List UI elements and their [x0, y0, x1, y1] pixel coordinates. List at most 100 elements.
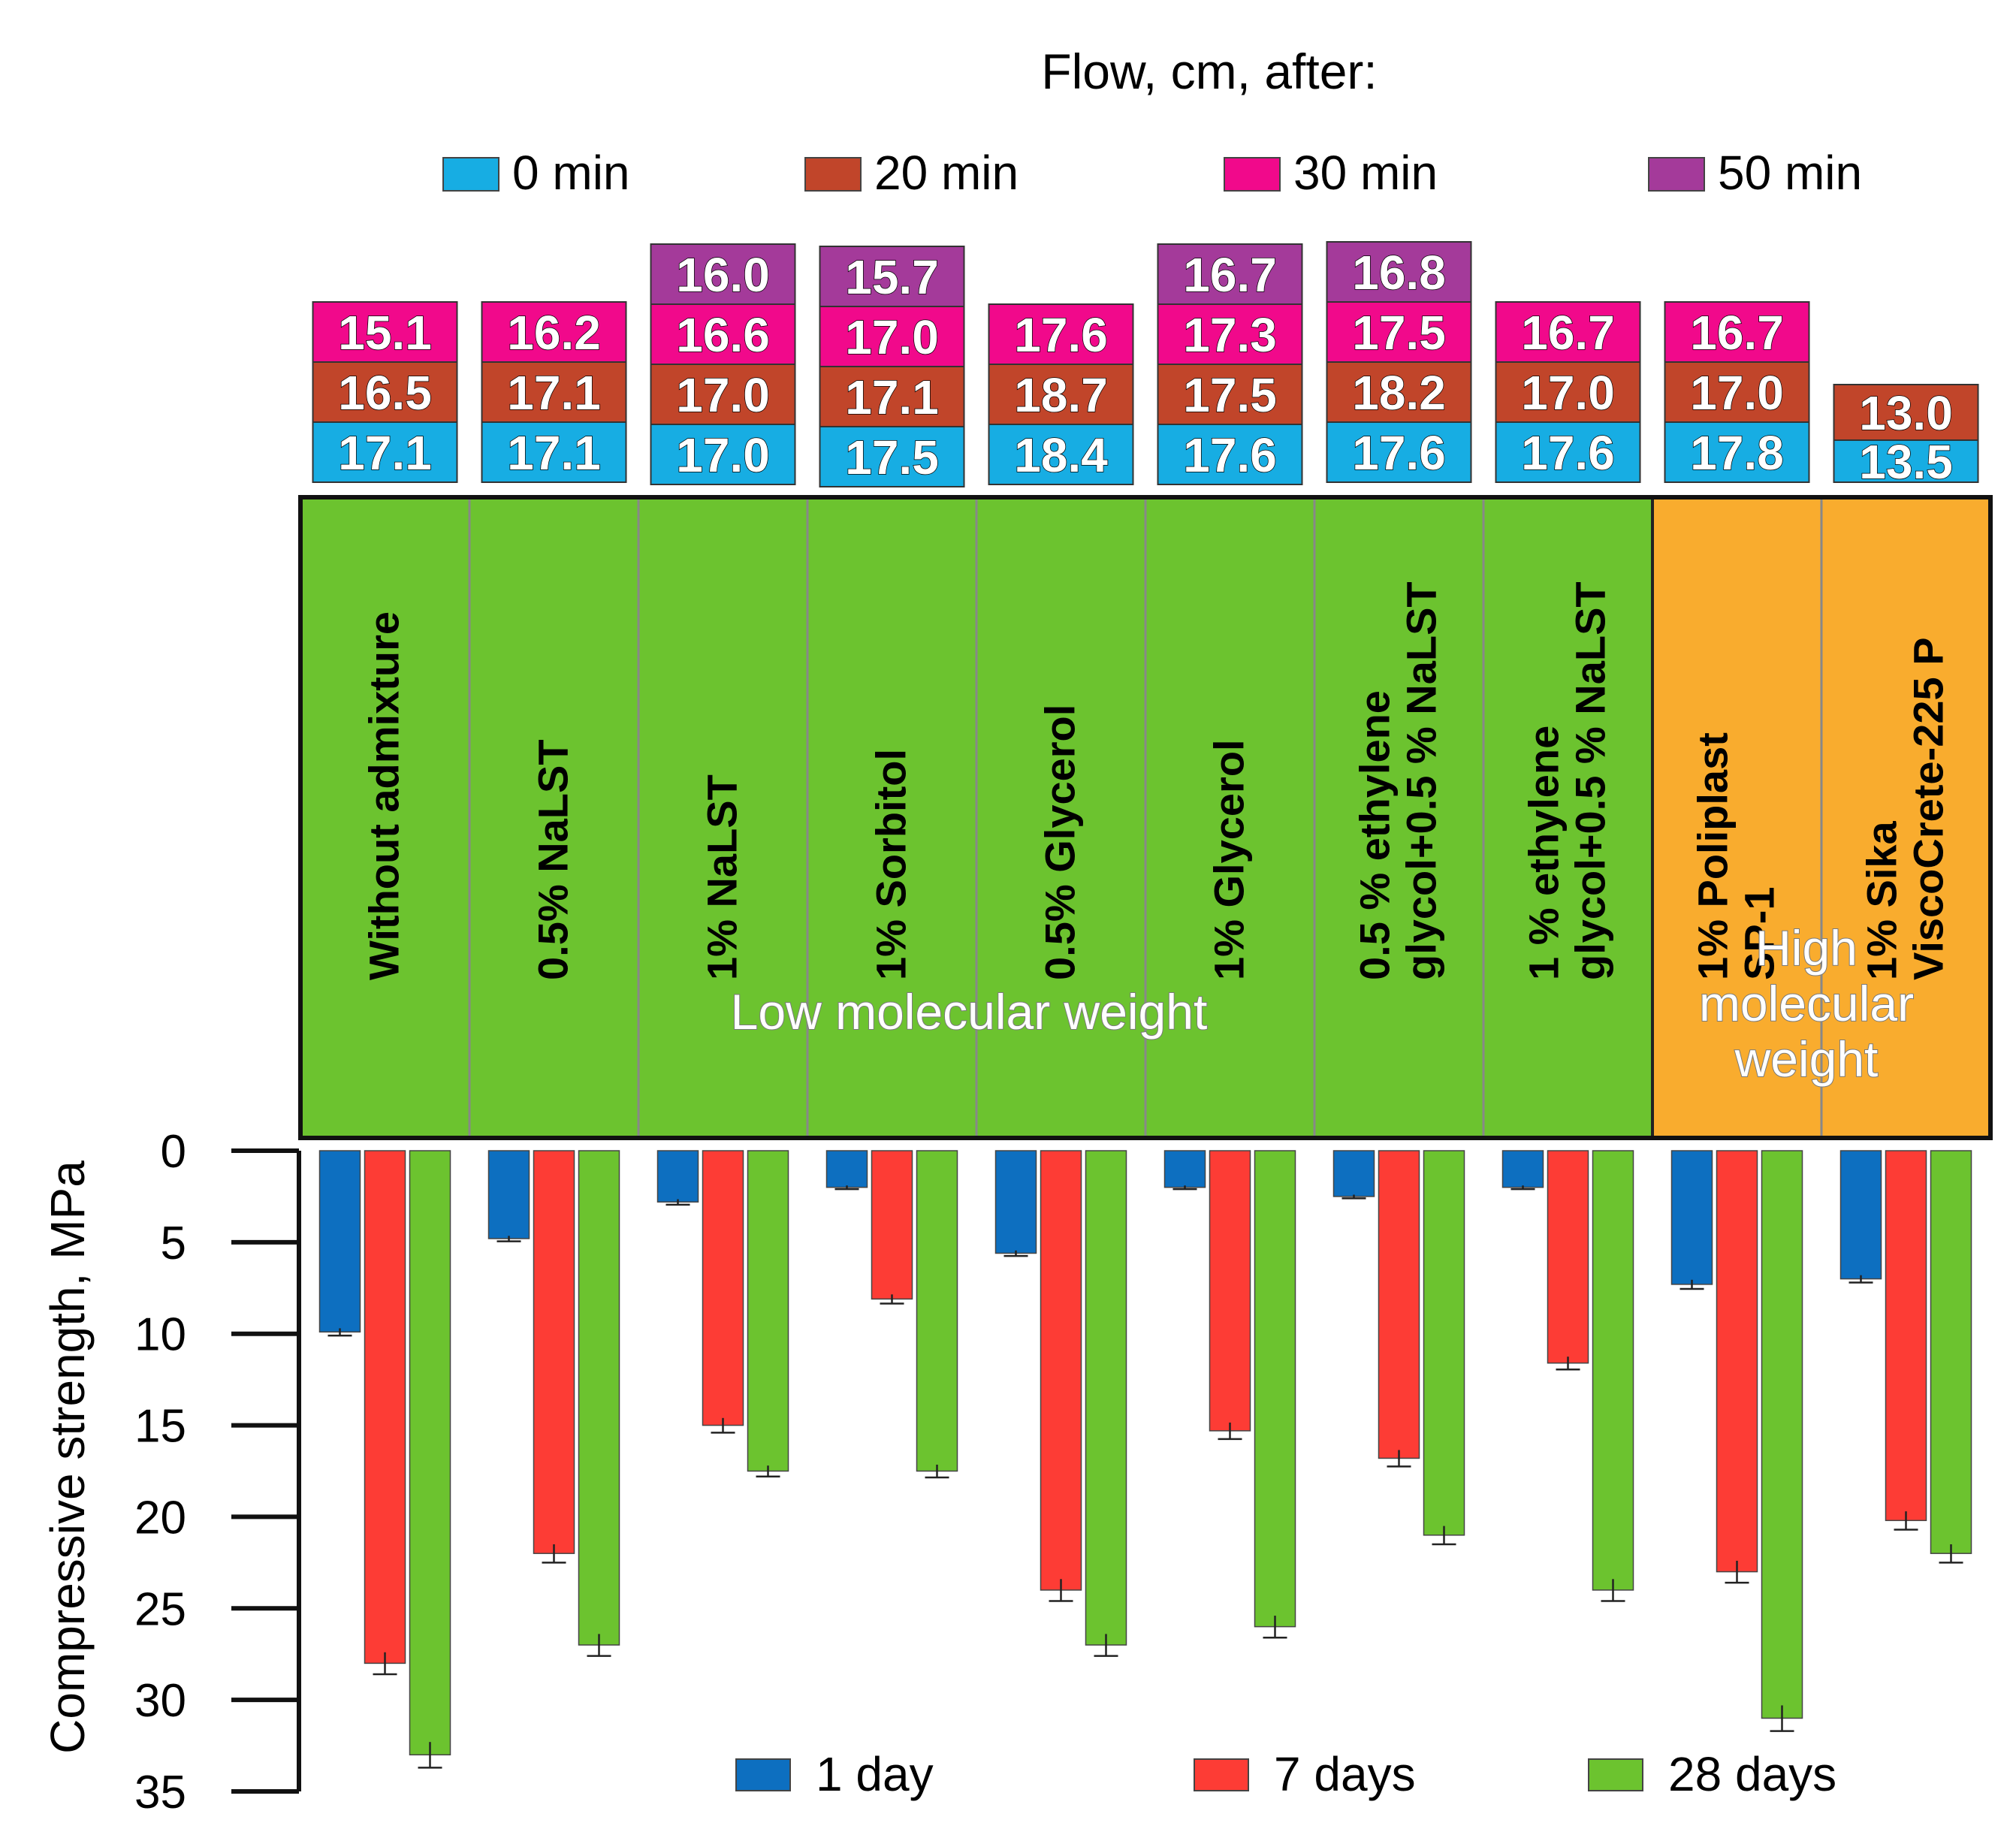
- flow-box-8-1: [1664, 361, 1810, 423]
- strength-bar-6-1: [1378, 1150, 1420, 1459]
- strength-bar-0-1: [364, 1150, 406, 1664]
- flow-box-3-3: [819, 246, 965, 307]
- group-label-1-1: molecular: [1699, 976, 1914, 1031]
- flow-value-1-2: 16.2: [507, 306, 601, 360]
- flow-legend-label-0: 0 min: [512, 146, 630, 200]
- strength-bar-7-0: [1501, 1150, 1544, 1188]
- flow-legend-label-2: 30 min: [1293, 146, 1438, 200]
- y-tick-label-6: 30: [134, 1675, 186, 1727]
- flow-value-8-0: 17.8: [1690, 426, 1784, 480]
- flow-box-0-2: [312, 301, 458, 363]
- strength-legend-label-1: 7 days: [1274, 1747, 1416, 1801]
- flow-value-2-1: 17.0: [676, 368, 770, 422]
- strength-bar-5-0: [1163, 1150, 1206, 1188]
- flow-value-3-2: 17.0: [845, 310, 939, 364]
- flow-boxes: 17.1 16.5 15.1 17.1 17.1 16.2 17.0 17.0 16.6 16.0…: [312, 241, 1979, 490]
- category-label-0-0: Without admixture: [361, 611, 408, 980]
- strength-bar-2-2: [747, 1150, 789, 1472]
- flow-box-7-0: [1495, 421, 1641, 483]
- flow-legend-swatch-3: [1648, 157, 1705, 192]
- flow-value-7-2: 16.7: [1521, 306, 1615, 360]
- flow-box-5-0: [1157, 424, 1303, 485]
- flow-box-9-1: [1833, 384, 1979, 441]
- flow-legend-swatch-2: [1224, 157, 1281, 192]
- flow-value-3-1: 17.1: [845, 370, 939, 424]
- strength-bar-9-2: [1930, 1150, 1972, 1554]
- flow-value-4-2: 17.6: [1014, 308, 1108, 362]
- flow-value-9-1: 13.0: [1859, 386, 1953, 440]
- strength-bar-6-2: [1423, 1150, 1465, 1536]
- strength-bar-3-0: [825, 1150, 868, 1188]
- flow-value-4-1: 18.7: [1014, 368, 1108, 422]
- flow-value-1-0: 17.1: [507, 426, 601, 480]
- strength-bar-5-1: [1209, 1150, 1251, 1432]
- strength-bar-9-0: [1839, 1150, 1882, 1280]
- strength-bars: [318, 1150, 1972, 1769]
- flow-box-6-1: [1326, 361, 1472, 423]
- y-tick-label-5: 25: [134, 1583, 186, 1635]
- strength-bar-7-1: [1547, 1150, 1589, 1364]
- y-tick-label-0: 0: [161, 1126, 186, 1178]
- flow-value-0-0: 17.1: [338, 426, 432, 480]
- band-border: [298, 495, 1993, 1140]
- flow-box-2-1: [650, 364, 796, 425]
- strength-bar-3-2: [916, 1150, 958, 1472]
- strength-bar-1-0: [487, 1150, 530, 1239]
- strength-bar-1-1: [533, 1150, 575, 1554]
- strength-axis: 0 5 10 15 20 25 30 35: [134, 1126, 301, 1818]
- category-label-2-0: 1% NaLST: [699, 774, 746, 980]
- flow-value-8-1: 17.0: [1690, 366, 1784, 420]
- flow-value-6-0: 17.6: [1352, 426, 1446, 480]
- y-tick-label-1: 5: [161, 1218, 186, 1269]
- flow-box-1-1: [481, 361, 627, 423]
- flow-box-2-3: [650, 243, 796, 305]
- flow-legend-label-1: 20 min: [874, 146, 1019, 200]
- flow-legend-swatch-0: [442, 157, 499, 192]
- flow-value-2-0: 17.0: [676, 428, 770, 482]
- strength-legend-label-0: 1 day: [816, 1747, 934, 1801]
- flow-value-8-2: 16.7: [1690, 306, 1784, 360]
- flow-box-3-2: [819, 306, 965, 367]
- strength-bar-4-0: [994, 1150, 1037, 1254]
- category-label-6-1: glycol+0.5 % NaLST: [1398, 581, 1445, 980]
- flow-box-4-2: [988, 303, 1134, 365]
- flow-box-5-1: [1157, 364, 1303, 425]
- flow-value-0-1: 16.5: [338, 366, 432, 420]
- category-label-5-0: 1% Glycerol: [1206, 739, 1253, 980]
- flow-value-5-3: 16.7: [1183, 248, 1277, 302]
- strength-bar-4-2: [1085, 1150, 1127, 1646]
- strength-bar-8-0: [1670, 1150, 1713, 1285]
- flow-box-0-0: [312, 421, 458, 483]
- strength-bar-8-2: [1761, 1150, 1803, 1719]
- y-tick-label-7: 35: [134, 1767, 186, 1818]
- flow-value-5-0: 17.6: [1183, 428, 1277, 482]
- category-label-6-0: 0.5 % ethylene: [1351, 690, 1399, 980]
- strength-bar-5-2: [1254, 1150, 1296, 1628]
- flow-box-7-2: [1495, 301, 1641, 363]
- category-band: Without admixture 0.5% NaLST 1% NaLST 1% So…: [298, 495, 1993, 1140]
- flow-legend-label-3: 50 min: [1718, 146, 1862, 200]
- strength-bar-0-2: [409, 1150, 451, 1756]
- flow-box-9-0: [1833, 439, 1979, 483]
- strength-bar-0-0: [318, 1150, 361, 1333]
- y-tick-label-2: 10: [134, 1309, 186, 1361]
- category-label-4-0: 0.5% Glycerol: [1037, 705, 1084, 980]
- flow-box-4-1: [988, 364, 1134, 425]
- flow-box-3-0: [819, 426, 965, 487]
- strength-bar-7-2: [1592, 1150, 1634, 1591]
- flow-box-0-1: [312, 361, 458, 423]
- category-label-9-1: ViscoCrete-225 P: [1905, 637, 1952, 980]
- y-tick-label-3: 15: [134, 1401, 186, 1453]
- strength-bar-6-0: [1332, 1150, 1375, 1197]
- flow-box-4-0: [988, 424, 1134, 485]
- strength-bar-2-0: [656, 1150, 699, 1203]
- flow-value-9-0: 13.5: [1859, 435, 1953, 489]
- strength-bar-3-1: [871, 1150, 913, 1300]
- flow-box-6-2: [1326, 301, 1472, 363]
- flow-box-3-1: [819, 366, 965, 427]
- category-label-9-0: 1% Sika: [1858, 820, 1906, 980]
- strength-legend-swatch-1: [1194, 1758, 1249, 1791]
- strength-bar-4-1: [1040, 1150, 1082, 1591]
- flow-legend-swatch-1: [804, 157, 862, 192]
